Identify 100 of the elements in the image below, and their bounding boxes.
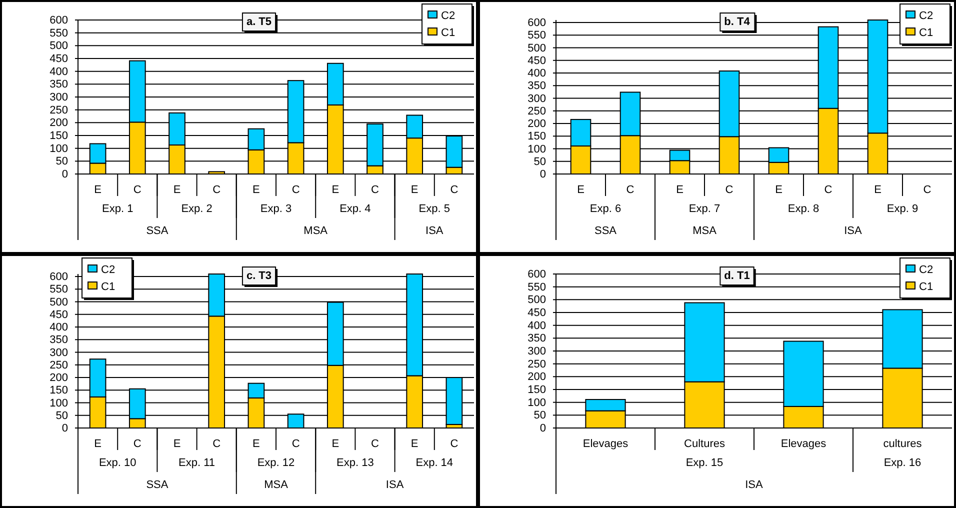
- x-tick-label: cultures: [883, 438, 922, 450]
- x-tick-label: E: [410, 184, 418, 196]
- text: Exp. 8: [788, 203, 820, 215]
- x-tick-label: C: [923, 184, 932, 196]
- chart-title: a. T5: [246, 16, 272, 28]
- y-tick-label: 600: [528, 17, 546, 30]
- y-tick-label: 0: [540, 422, 546, 435]
- text: Exp. 4: [340, 203, 371, 215]
- x-tick-label: E: [332, 438, 340, 450]
- text: Exp. 16: [884, 457, 922, 469]
- y-tick-label: 50: [534, 410, 546, 422]
- y-tick-label: 500: [528, 294, 546, 306]
- text: Exp. 5: [418, 203, 450, 215]
- x-tick-label: C: [371, 184, 380, 196]
- text: Exp. 15: [686, 457, 724, 469]
- y-tick-label: 50: [534, 156, 546, 168]
- y-tick-label: 400: [50, 322, 68, 334]
- y-tick-label: 150: [50, 130, 68, 142]
- y-tick-label: 300: [528, 346, 546, 358]
- y-tick-label: 550: [50, 284, 68, 296]
- x-tick-label: E: [252, 184, 260, 196]
- y-tick-label: 200: [50, 117, 68, 130]
- y-tick-label: 550: [528, 30, 546, 42]
- y-tick-label: 500: [528, 42, 546, 54]
- y-tick-label: 150: [528, 130, 546, 143]
- y-tick-label: 0: [62, 422, 68, 435]
- y-tick-label: 400: [50, 66, 68, 78]
- y-tick-label: 450: [528, 54, 546, 67]
- y-tick-label: 250: [528, 105, 546, 118]
- y-tick-label: 500: [50, 40, 68, 52]
- y-tick-label: 250: [528, 358, 546, 370]
- y-tick-label: 200: [50, 372, 68, 384]
- x-tick-label: Elevages: [582, 438, 629, 450]
- x-tick-label: E: [173, 184, 181, 196]
- text: SSA: [146, 479, 169, 491]
- y-tick-label: 0: [540, 168, 546, 181]
- y-tick-label: 450: [50, 53, 68, 66]
- y-tick-label: 400: [528, 68, 546, 80]
- text: Exp. 2: [181, 203, 212, 215]
- text: MSA: [692, 225, 718, 237]
- y-tick-label: 250: [50, 104, 68, 116]
- x-tick-label: C: [450, 438, 458, 450]
- x-tick-label: Elevages: [780, 438, 827, 450]
- x-tick-label: E: [94, 184, 102, 196]
- chart-title: c. T3: [246, 270, 272, 282]
- x-tick-label: C: [725, 184, 734, 196]
- y-tick-label: 50: [56, 156, 68, 168]
- x-tick-label: C: [212, 184, 221, 196]
- y-tick-label: 500: [50, 296, 68, 308]
- text: Exp. 11: [178, 457, 216, 469]
- y-tick-label: 200: [528, 118, 546, 130]
- x-tick-label: E: [874, 184, 882, 196]
- x-tick-label: E: [252, 438, 260, 450]
- y-tick-label: 100: [528, 396, 546, 409]
- y-tick-label: 450: [50, 308, 68, 321]
- text: SSA: [594, 225, 618, 237]
- text: MSA: [264, 479, 289, 491]
- y-tick-label: 600: [50, 14, 68, 27]
- x-tick-label: E: [775, 184, 782, 196]
- y-tick-label: 350: [50, 334, 68, 346]
- legend-label: C1: [441, 27, 456, 39]
- y-tick-label: 350: [528, 332, 546, 345]
- y-tick-label: 150: [528, 384, 546, 396]
- text: Exp. 7: [688, 203, 720, 215]
- legend-label: C1: [919, 281, 934, 293]
- legend-label: C2: [441, 10, 456, 22]
- y-tick-label: 150: [50, 384, 68, 397]
- text: Exp. 12: [257, 457, 295, 469]
- text: SSA: [146, 225, 169, 237]
- x-tick-label: C: [292, 438, 300, 450]
- legend-label: C2: [919, 10, 934, 22]
- y-tick-label: 0: [62, 168, 68, 181]
- text: Exp. 1: [102, 203, 134, 215]
- y-tick-label: 550: [50, 27, 68, 40]
- legend-label: C1: [919, 27, 934, 39]
- y-tick-label: 300: [528, 92, 546, 105]
- x-tick-label: C: [133, 438, 142, 450]
- x-tick-label: E: [173, 438, 181, 450]
- x-tick-label: C: [626, 184, 634, 196]
- y-tick-label: 300: [50, 92, 68, 104]
- text: Exp. 10: [98, 457, 136, 469]
- y-tick-label: 100: [528, 143, 546, 156]
- x-tick-label: E: [577, 184, 584, 196]
- y-tick-label: 400: [528, 320, 546, 332]
- y-tick-label: 100: [50, 142, 68, 155]
- y-tick-label: 300: [50, 346, 68, 359]
- y-tick-label: 100: [50, 397, 68, 410]
- y-tick-label: 50: [56, 410, 68, 422]
- legend-label: C1: [101, 281, 116, 293]
- x-tick-label: E: [94, 438, 102, 450]
- y-tick-label: 450: [528, 307, 546, 320]
- text: MSA: [304, 225, 328, 237]
- x-tick-label: C: [450, 184, 458, 196]
- text: ISA: [386, 479, 404, 491]
- y-tick-label: 200: [528, 371, 546, 384]
- text: Exp. 6: [590, 203, 622, 215]
- text: Exp. 9: [886, 203, 918, 215]
- text: Exp. 3: [260, 203, 292, 215]
- legend-label: C2: [101, 264, 116, 276]
- legend-label: C2: [919, 264, 934, 276]
